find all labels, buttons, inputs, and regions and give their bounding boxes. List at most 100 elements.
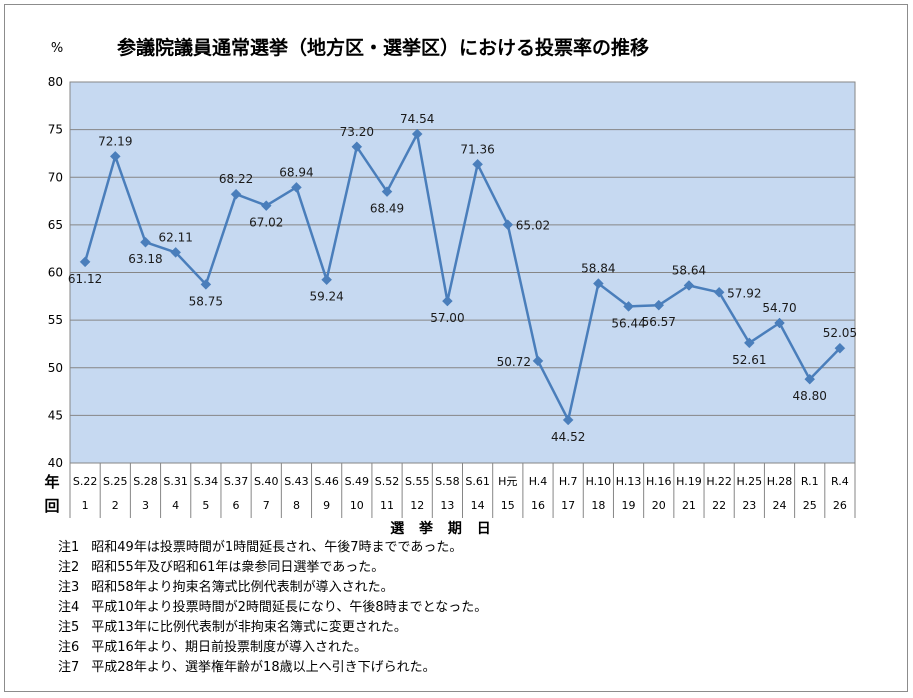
y-axis-tick-labels: 40 45 50 55 60 65 70 75 80 (48, 75, 63, 470)
data-label: 62.11 (158, 230, 192, 244)
note-id: 注7 (58, 660, 80, 675)
data-label: 57.00 (430, 311, 464, 325)
election-number-label: 6 (233, 499, 240, 512)
data-label: 58.64 (672, 263, 706, 277)
election-number-label: 25 (803, 499, 817, 512)
y-tick-label: 70 (48, 170, 63, 184)
election-number-label: 23 (742, 499, 756, 512)
data-point-marker (200, 279, 212, 290)
data-point-marker (653, 299, 665, 311)
data-point-marker (713, 286, 725, 298)
category-label: H.19 (676, 475, 702, 488)
category-label: S.61 (465, 475, 489, 488)
note-id: 注3 (58, 580, 80, 595)
data-label: 71.36 (460, 142, 494, 156)
note-item: 注6 平成16年より、期日前投票制度が導入された。 (58, 638, 658, 658)
category-label: R.1 (801, 475, 819, 488)
gridlines (70, 81, 855, 464)
data-label: 59.24 (309, 290, 343, 304)
category-label: H元 (498, 475, 517, 488)
data-label: 44.52 (551, 430, 585, 444)
note-text: 平成16年より、期日前投票制度が導入された。 (91, 640, 368, 655)
y-axis-unit-label: % (51, 41, 63, 56)
note-item: 注5 平成13年に比例代表制が非拘束名簿式に変更された。 (58, 618, 658, 638)
election-number-label: 20 (652, 499, 666, 512)
y-tick-label: 75 (48, 123, 63, 137)
data-point-marker (170, 247, 182, 258)
y-tick-label: 60 (48, 266, 63, 280)
series-line (83, 132, 841, 422)
year-row-label: 年 (44, 473, 59, 491)
data-point-marker (593, 278, 604, 289)
note-item: 注1 昭和49年は投票時間が1時間延長され、午後7時までであった。 (58, 538, 658, 558)
election-number-label: 5 (202, 499, 209, 512)
data-label: 57.92 (727, 286, 761, 300)
election-number-label: 19 (622, 499, 636, 512)
data-label: 52.05 (823, 326, 857, 340)
election-number-label: 14 (471, 499, 485, 512)
category-label: S.34 (194, 475, 218, 488)
data-point-marker (562, 414, 574, 426)
election-number-label: 11 (380, 499, 394, 512)
data-label: 74.54 (400, 112, 434, 126)
note-id: 注1 (58, 540, 80, 555)
note-text: 昭和58年より拘束名簿式比例代表制が導入された。 (91, 580, 394, 595)
data-labels: 61.12 72.19 63.18 62.11 58.75 68.22 67.02 68.94… (68, 112, 857, 444)
category-label: H.16 (646, 475, 672, 488)
category-label: S.37 (224, 475, 248, 488)
category-label: S.46 (314, 475, 338, 488)
category-table: S.22 S.25 S.28 S.31 S.34 S.37 S.40 S.43 S.46 S.49… (69, 463, 856, 518)
y-tick-label: 50 (48, 361, 63, 375)
data-point-marker (472, 158, 483, 170)
election-number-label: 16 (531, 499, 545, 512)
data-label: 63.18 (128, 252, 162, 266)
note-id: 注2 (58, 560, 80, 575)
note-item: 注7 平成28年より、選挙権年齢が18歳以上へ引き下げられた。 (58, 658, 658, 678)
data-label: 52.61 (732, 353, 766, 367)
category-label: S.55 (405, 475, 429, 488)
note-text: 平成10年より投票時間が2時間延長になり、午後8時までとなった。 (91, 600, 488, 615)
category-label: S.22 (73, 475, 97, 488)
category-label: H.22 (706, 475, 732, 488)
category-label: H.10 (586, 475, 612, 488)
election-number-label: 26 (833, 499, 847, 512)
data-label: 58.75 (189, 294, 223, 308)
election-number-label: 2 (112, 499, 119, 512)
data-label: 48.80 (793, 389, 827, 403)
category-label: S.28 (133, 475, 157, 488)
note-id: 注5 (58, 620, 80, 635)
category-label: S.25 (103, 475, 127, 488)
note-text: 昭和55年及び昭和61年は衆参同日選挙であった。 (91, 560, 385, 575)
data-label: 56.57 (642, 315, 676, 329)
data-point-marker (140, 236, 151, 248)
category-label: H.25 (737, 475, 763, 488)
category-label: S.49 (345, 475, 369, 488)
data-point-marker (321, 274, 332, 286)
data-point-marker (381, 186, 393, 197)
data-label: 65.02 (516, 219, 550, 233)
data-label: 56.44 (611, 316, 645, 330)
data-label: 54.70 (762, 301, 796, 315)
note-item: 注4 平成10年より投票時間が2時間延長になり、午後8時までとなった。 (58, 598, 658, 618)
election-number-label: 8 (293, 499, 300, 512)
data-point-marker (230, 188, 242, 200)
category-label: H.7 (559, 475, 578, 488)
note-item: 注2 昭和55年及び昭和61年は衆参同日選挙であった。 (58, 558, 658, 578)
election-number-label: 24 (773, 499, 787, 512)
data-point-marker (291, 181, 302, 193)
notes-list: 注1 昭和49年は投票時間が1時間延長され、午後7時までであった。 注2 昭和55年… (58, 538, 658, 678)
election-number-label: 15 (501, 499, 515, 512)
election-number-label: 21 (682, 499, 696, 512)
data-label: 67.02 (249, 216, 283, 230)
category-label: H.13 (616, 475, 642, 488)
data-point-marker (743, 337, 755, 349)
series (83, 132, 841, 422)
category-label: H.28 (767, 475, 793, 488)
election-number-label: 22 (712, 499, 726, 512)
election-number-label: 13 (440, 499, 454, 512)
note-text: 平成28年より、選挙権年齢が18歳以上へ引き下げられた。 (91, 660, 436, 675)
election-number-label: 9 (323, 499, 330, 512)
data-label: 50.72 (497, 355, 531, 369)
election-number-label: 12 (410, 499, 424, 512)
count-row-label: 回 (44, 497, 59, 515)
